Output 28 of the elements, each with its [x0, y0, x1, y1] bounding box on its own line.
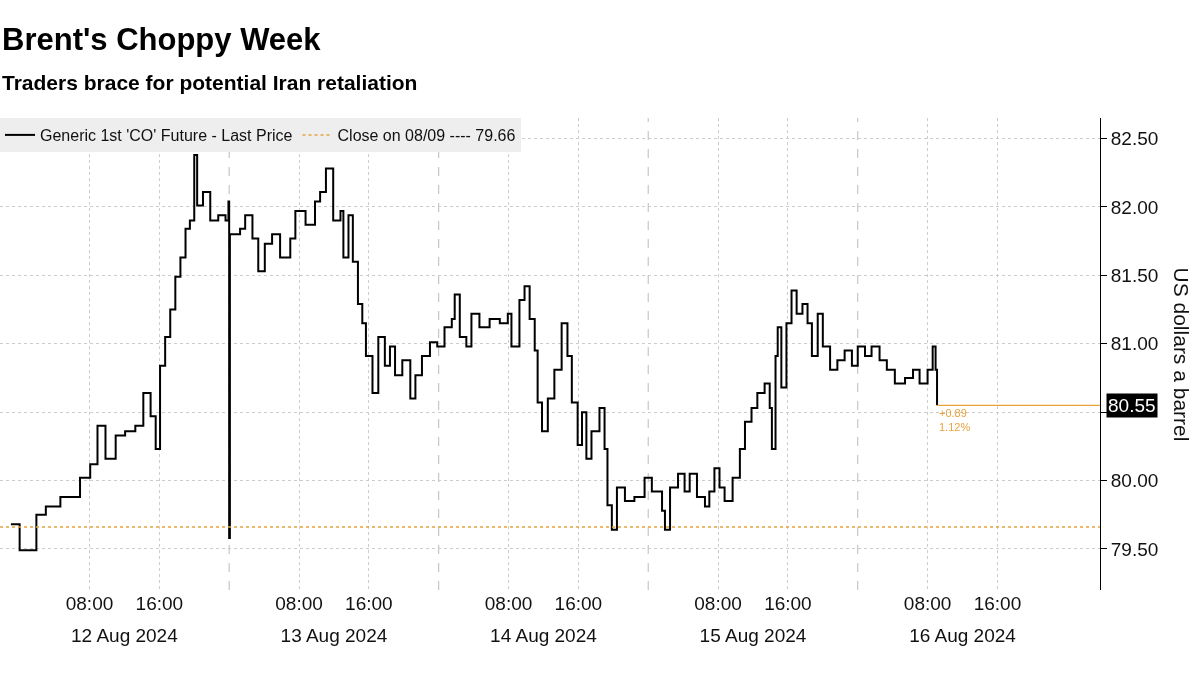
y-tick-label: 82.00 [1110, 196, 1159, 218]
x-tick-label: 16:00 [764, 593, 812, 614]
x-tick-label: 08:00 [694, 593, 742, 614]
x2-tick-label: 12 Aug 2024 [71, 625, 179, 646]
annotation: +0.89 1.12% [939, 407, 971, 434]
x-tick-label: 16:00 [554, 593, 603, 614]
legend-label: Close on 08/09 ---- 79.66 [337, 127, 516, 145]
x-tick-label: 16:00 [973, 593, 1022, 614]
x-tick-label: 16:00 [345, 593, 393, 614]
x2-tick-label: 16 Aug 2024 [909, 625, 1017, 646]
y-tick-label: 81.50 [1110, 264, 1159, 286]
y-tick-label: 80.00 [1110, 470, 1159, 492]
x-tick-label: 08:00 [484, 593, 533, 614]
x-tick-label: 08:00 [65, 593, 114, 614]
x2-tick-label: 14 Aug 2024 [490, 625, 598, 646]
y-axis-title: US dollars a barrel [1169, 267, 1193, 442]
x-tick-label: 16:00 [135, 593, 184, 614]
x-tick-label: 08:00 [903, 593, 952, 614]
x2-tick-label: 15 Aug 2024 [699, 625, 807, 646]
x-tick-label: 08:00 [275, 593, 323, 614]
x2-tick-label: 13 Aug 2024 [280, 625, 388, 646]
y-tick-label: 81.00 [1110, 333, 1159, 355]
annotation: 80.55 [1108, 395, 1156, 416]
chart-title: Brent's Choppy Week [2, 22, 322, 57]
chart-subtitle: Traders brace for potential Iran retaliation [2, 71, 418, 95]
y-tick-label: 82.50 [1110, 128, 1159, 150]
legend-label: Generic 1st 'CO' Future - Last Price [40, 127, 293, 145]
y-tick-label: 79.50 [1110, 538, 1159, 560]
